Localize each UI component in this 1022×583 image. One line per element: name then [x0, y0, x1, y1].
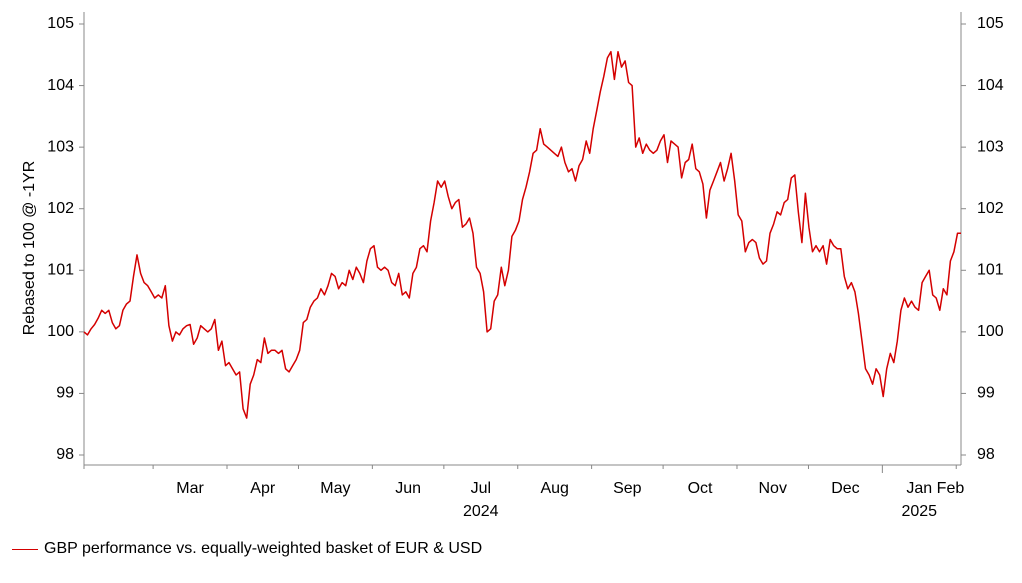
x-month-label: Jul [471, 480, 491, 497]
legend: GBP performance vs. equally-weighted bas… [12, 540, 482, 558]
left-y-tick-label: 104 [47, 77, 74, 94]
legend-swatch [12, 548, 38, 550]
right-y-tick-label: 101 [977, 262, 1004, 279]
left-y-tick-label: 98 [56, 446, 74, 463]
x-month-label: May [320, 480, 350, 497]
right-y-tick-label: 104 [977, 77, 1004, 94]
x-month-label: Oct [688, 480, 713, 497]
left-y-tick-label: 100 [47, 323, 74, 340]
axes [79, 12, 966, 473]
left-y-tick-label: 103 [47, 138, 74, 155]
x-month-label: Dec [831, 480, 859, 497]
x-year-label: 2024 [463, 503, 499, 520]
x-month-label: Apr [250, 480, 276, 497]
right-y-tick-label: 100 [977, 323, 1004, 340]
x-month-label: Mar [176, 480, 204, 497]
right-y-tick-labels: 98 99 100 101 102 103 104 105 [977, 15, 1004, 463]
left-y-tick-label: 102 [47, 200, 74, 217]
x-month-label: Jan [906, 480, 932, 497]
right-y-tick-label: 102 [977, 200, 1004, 217]
x-month-label: Nov [759, 480, 787, 497]
right-y-tick-label: 98 [977, 446, 995, 463]
series-layer [83, 50, 961, 419]
x-month-label: Aug [540, 480, 568, 497]
left-y-tick-label: 105 [47, 15, 74, 32]
series-line-gbp-performance [83, 50, 961, 419]
right-y-tick-label: 105 [977, 15, 1004, 32]
legend-series-label: GBP performance vs. equally-weighted bas… [44, 540, 483, 557]
left-y-tick-label: 101 [47, 262, 74, 279]
y-axis-title: Rebased to 100 @ -1YR [21, 161, 38, 336]
left-y-tick-labels: 98 99 100 101 102 103 104 105 [47, 15, 74, 463]
x-tick-labels: Mar Apr May Jun Jul Aug Sep Oct Nov Dec Jan Feb 2024… [176, 480, 964, 520]
x-month-label: Sep [613, 480, 642, 497]
left-y-tick-label: 99 [56, 385, 74, 402]
x-month-label: Feb [937, 480, 965, 497]
x-month-label: Jun [395, 480, 421, 497]
right-y-tick-label: 99 [977, 385, 995, 402]
right-y-tick-label: 103 [977, 138, 1004, 155]
x-year-label: 2025 [901, 503, 937, 520]
